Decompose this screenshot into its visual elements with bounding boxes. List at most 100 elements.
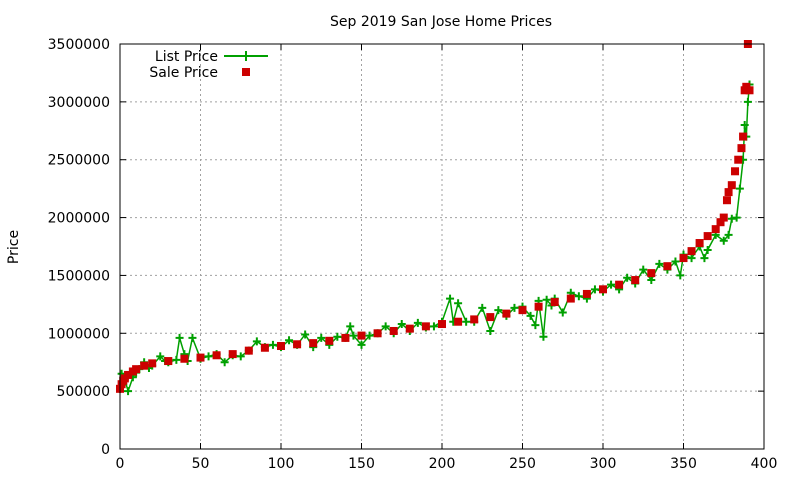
sale-price-point <box>647 269 656 278</box>
sale-price-point <box>687 247 696 256</box>
list-price-point <box>175 333 184 342</box>
y-tick-label: 1000000 <box>48 326 110 342</box>
list-price-point <box>542 295 551 304</box>
list-price-point <box>252 337 261 346</box>
x-tick-label: 300 <box>590 456 617 472</box>
sale-price-point <box>737 144 746 153</box>
sale-price-point <box>739 132 748 141</box>
list-price-point <box>510 303 519 312</box>
sale-price-point <box>518 306 527 315</box>
list-price-point <box>740 121 749 129</box>
sale-price-point <box>582 289 591 298</box>
sale-price-point <box>663 262 672 271</box>
list-price-point <box>268 340 277 349</box>
y-tick-label: 1500000 <box>48 268 110 284</box>
legend-label-sale-price: Sale Price <box>149 65 218 81</box>
sale-price-point <box>148 359 157 368</box>
sale-price-point <box>727 181 736 190</box>
sale-price-point <box>631 276 640 285</box>
sale-price-point <box>212 351 221 360</box>
sale-price-point <box>502 309 511 318</box>
sale-price-point <box>711 225 720 234</box>
list-price-point <box>687 254 696 263</box>
list-price-point <box>574 292 583 301</box>
list-price-point <box>317 333 326 342</box>
sale-price-point <box>309 339 318 348</box>
sale-price-point <box>389 326 398 335</box>
list-price-point <box>700 254 709 263</box>
list-price-point <box>446 294 455 303</box>
list-price-point <box>349 331 358 340</box>
sale-price-point <box>724 188 733 197</box>
sale-price-point <box>734 155 743 164</box>
legend-label-list-price: List Price <box>155 49 218 65</box>
legend-marker-sale-price <box>242 68 250 76</box>
list-price-point <box>647 276 656 285</box>
list-price-point <box>454 299 463 308</box>
axis-ticks: 0 50 100 150 200 250 300 350 400 0 500000 1000000 15… <box>48 37 778 472</box>
list-price-point <box>204 352 213 361</box>
sale-price-point <box>722 196 731 205</box>
list-price-point <box>172 355 181 364</box>
list-price-point <box>220 358 229 367</box>
sale-price-point <box>438 320 446 329</box>
sale-price-point <box>599 285 607 294</box>
list-price-point <box>494 306 503 315</box>
sale-price-point <box>566 294 575 303</box>
y-tick-label: 500000 <box>57 384 110 400</box>
y-tick-label: 2000000 <box>48 211 110 227</box>
list-price-point <box>397 320 406 329</box>
list-price-point <box>727 214 736 223</box>
list-price-point <box>236 352 245 361</box>
plot-area-border <box>119 43 765 450</box>
sale-price-point <box>679 254 688 263</box>
list-price-point <box>655 259 664 268</box>
list-price-point <box>346 322 355 331</box>
list-price-point <box>301 330 310 339</box>
list-price-point <box>381 322 390 331</box>
list-price-point <box>526 311 535 320</box>
list-price-point <box>478 303 487 312</box>
x-tick-label: 350 <box>670 456 697 472</box>
sale-price-point <box>745 86 754 95</box>
grid-lines <box>120 44 764 449</box>
sale-price-point <box>228 350 237 359</box>
sale-price-point <box>260 343 269 352</box>
sale-price-point <box>132 365 141 374</box>
x-tick-label: 100 <box>268 456 295 472</box>
list-price-point <box>124 387 133 396</box>
legend-marker-list-price <box>241 51 251 61</box>
legend: List Price Sale Price <box>149 49 268 81</box>
sale-price-point <box>534 302 543 311</box>
sale-price-point <box>140 361 149 370</box>
sale-price-point <box>731 167 740 176</box>
list-price-point <box>531 321 540 330</box>
list-price-point <box>333 332 342 341</box>
sale-price-point <box>293 340 302 349</box>
list-price-point <box>671 257 680 266</box>
list-price-point <box>732 213 741 222</box>
list-price-point <box>156 352 165 361</box>
list-price-point <box>623 273 632 282</box>
list-price-point <box>676 271 685 280</box>
list-price-point <box>365 331 374 340</box>
sale-price-point <box>486 313 495 322</box>
sale-price-point <box>421 322 430 331</box>
y-tick-label: 2500000 <box>48 153 110 169</box>
x-tick-label: 250 <box>509 456 536 472</box>
list-price-point <box>639 265 648 274</box>
list-price-point <box>735 184 744 193</box>
list-price-point <box>590 285 599 294</box>
sale-price-point <box>719 213 728 222</box>
list-price-point <box>462 317 471 326</box>
sale-price-point <box>550 298 559 307</box>
sale-price-point <box>341 333 350 342</box>
y-axis-label: Price <box>6 230 22 264</box>
sale-price-point <box>695 239 704 248</box>
x-tick-label: 0 <box>116 456 125 472</box>
list-price-point <box>357 340 366 349</box>
sale-price-point <box>196 353 205 362</box>
